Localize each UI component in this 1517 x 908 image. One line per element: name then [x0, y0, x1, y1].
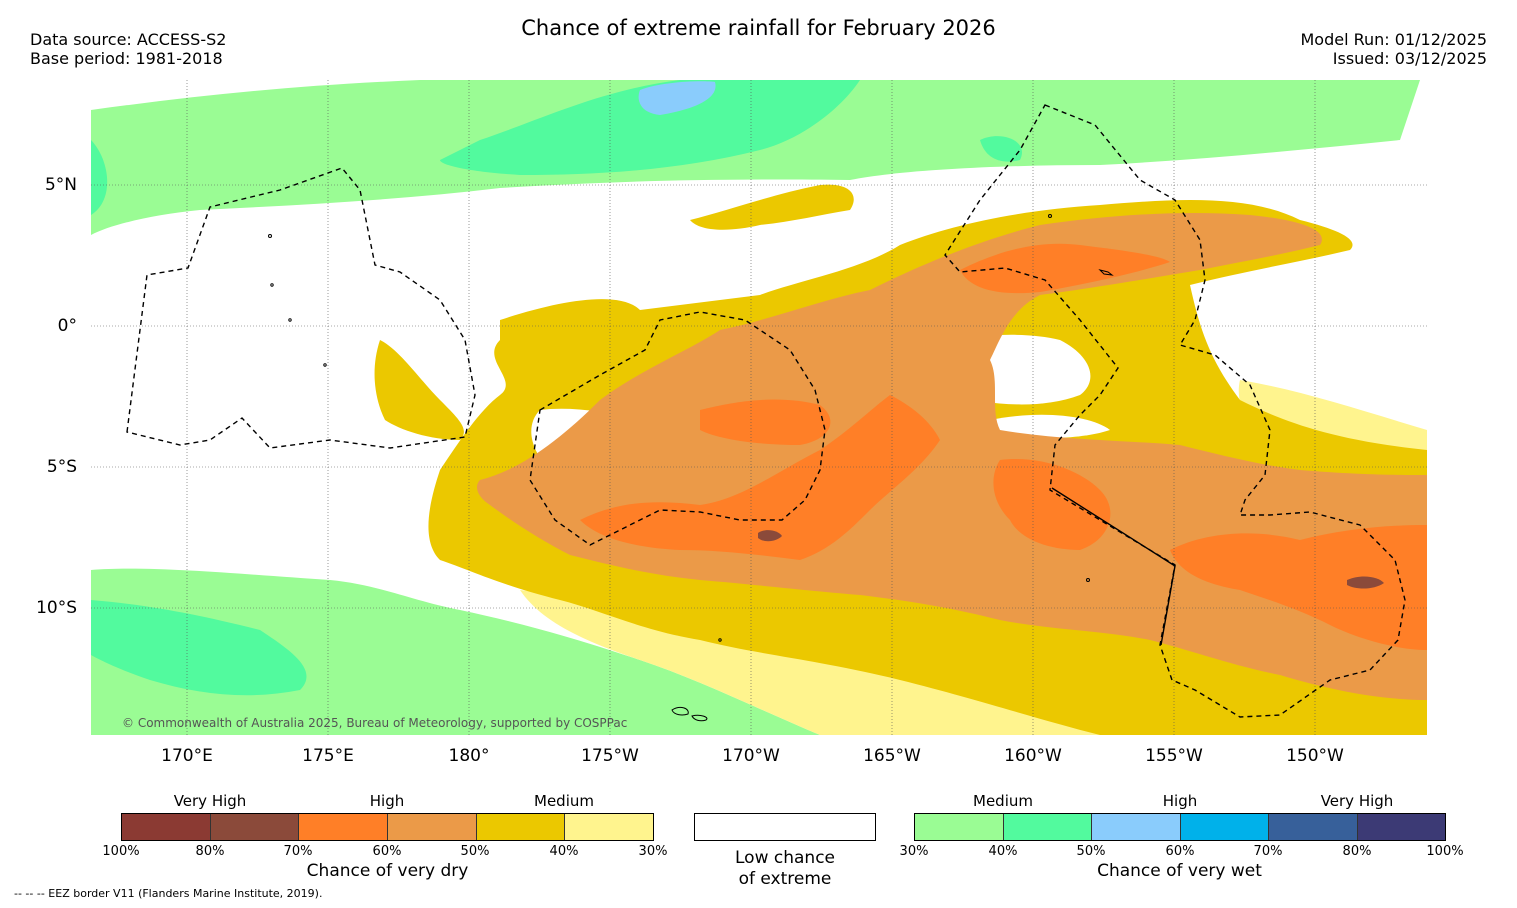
wet-swatch: [1003, 814, 1092, 840]
dry-vhigh-1: [758, 530, 782, 542]
wet-swatch: [915, 814, 1004, 840]
dry-category-very-high: Very High: [173, 792, 247, 810]
low-chance-swatch: [694, 813, 876, 841]
lon-label-170w: 170°W: [722, 746, 780, 766]
lat-label-5n: 5°N: [44, 175, 77, 195]
dry-swatch: [210, 814, 300, 840]
dry-high-60: [477, 213, 1427, 700]
dry-swatch: [122, 814, 211, 840]
eez-borders: [126, 104, 1406, 718]
lon-label-150w: 150°W: [1286, 746, 1344, 766]
dry-swatch: [388, 814, 477, 840]
lon-label-165w: 165°W: [863, 746, 921, 766]
lat-label-5s: 5°S: [46, 457, 77, 477]
dry-swatch: [476, 814, 566, 840]
copyright-notice: © Commonwealth of Australia 2025, Bureau…: [122, 716, 628, 730]
dry-medium-west-islands: [374, 340, 464, 440]
wet-swatch: [1180, 814, 1269, 840]
eez-solid-border: [1051, 487, 1176, 646]
wet-tick: 100%: [1426, 844, 1464, 859]
wet-category-medium: Medium: [973, 792, 1033, 810]
wet-swatch: [1092, 814, 1181, 840]
dry-tick: 60%: [372, 844, 402, 859]
dry-category-medium: Medium: [534, 792, 594, 810]
low-chance-caption-2: of extreme: [738, 869, 832, 889]
wet-tick: 80%: [1342, 844, 1372, 859]
issued-date: Issued: 03/12/2025: [1332, 49, 1487, 68]
map-fills: [91, 80, 1427, 735]
dry-legend-caption: Chance of very dry: [306, 861, 469, 881]
wet-colorbar: [914, 813, 1446, 841]
wet-band-south-medium: [91, 600, 307, 696]
base-period: Base period: 1981-2018: [30, 49, 223, 68]
wet-tick: 70%: [1253, 844, 1283, 859]
wet-band-north-high: [638, 81, 716, 115]
wet-tick: 50%: [1076, 844, 1106, 859]
dry-medium-north-patch: [690, 184, 854, 230]
model-run: Model Run: 01/12/2025: [1300, 30, 1488, 49]
dry-vhigh-2: [1347, 576, 1384, 589]
lon-label-180: 180°: [448, 746, 490, 766]
wet-tick: 60%: [1165, 844, 1195, 859]
wet-tick: 40%: [988, 844, 1018, 859]
wet-band-north-medium-2: [91, 140, 108, 215]
dry-high-70-a: [580, 395, 940, 560]
dry-high-70-d: [993, 459, 1111, 550]
dry-tick: 40%: [549, 844, 579, 859]
lon-label-155w: 155°W: [1145, 746, 1203, 766]
low-chance-gap-3: [990, 414, 1110, 439]
lat-label-10s: 10°S: [36, 598, 77, 618]
dry-tick: 30%: [638, 844, 668, 859]
lat-label-0: 0°: [57, 316, 77, 336]
dry-high-70-e: [1170, 525, 1427, 650]
gridlines: [91, 80, 1427, 735]
dry-high-70-b: [700, 399, 831, 445]
wet-band-north: [91, 80, 1420, 235]
page-title: Chance of extreme rainfall for February …: [521, 16, 996, 40]
wet-swatch: [1269, 814, 1358, 840]
low-chance-caption-1: Low chance: [735, 848, 835, 868]
wet-tick: 30%: [899, 844, 929, 859]
lon-label-160w: 160°W: [1004, 746, 1062, 766]
wet-band-north-medium: [440, 80, 860, 175]
eez-footnote: -- -- -- EEZ border V11 (Flanders Marine…: [14, 887, 323, 900]
dry-colorbar: [121, 813, 654, 841]
dry-swatch: [299, 814, 389, 840]
dry-swatch: [565, 814, 654, 840]
wet-legend-caption: Chance of very wet: [1097, 861, 1262, 881]
lon-label-170e: 170°E: [161, 746, 213, 766]
wet-band-north-medium-3: [980, 136, 1022, 162]
lon-label-175e: 175°E: [302, 746, 354, 766]
wet-swatch: [1357, 814, 1445, 840]
dry-tick: 80%: [195, 844, 225, 859]
dry-tick: 70%: [283, 844, 313, 859]
dry-tick: 100%: [102, 844, 140, 859]
data-source: Data source: ACCESS-S2: [30, 30, 227, 49]
dry-category-high: High: [369, 792, 405, 810]
dry-high-70-c: [960, 243, 1170, 294]
wet-category-very-high: Very High: [1320, 792, 1394, 810]
islands: [268, 214, 1114, 722]
wet-category-high: High: [1162, 792, 1198, 810]
lon-label-175w: 175°W: [581, 746, 639, 766]
dry-tick: 50%: [460, 844, 490, 859]
